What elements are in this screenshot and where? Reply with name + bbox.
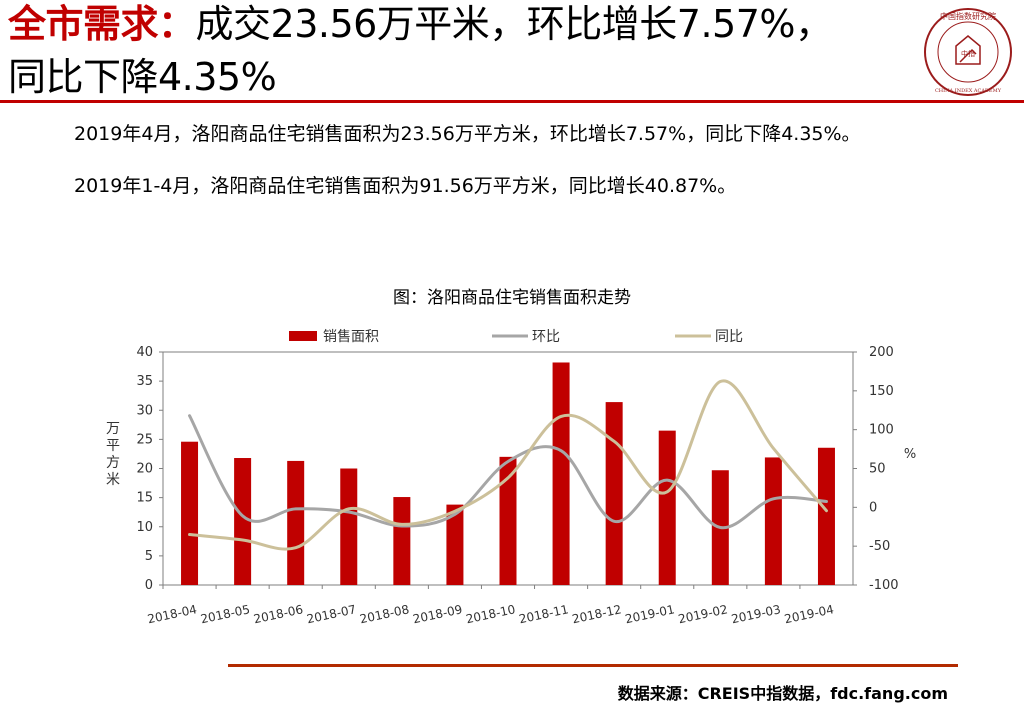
x-axis-tick-label: 2019-04 xyxy=(783,602,835,626)
x-axis-tick-label: 2018-04 xyxy=(146,602,198,626)
left-axis-tick-label: 30 xyxy=(136,403,153,418)
left-axis-tick-label: 20 xyxy=(136,462,153,477)
sales-area-bar xyxy=(817,447,835,585)
x-axis-tick-label: 2019-03 xyxy=(730,602,782,626)
title-divider xyxy=(0,100,1024,103)
sales-area-bar xyxy=(234,458,252,585)
page-title-line2: 同比下降4.35% xyxy=(8,55,277,99)
left-axis-tick-label: 5 xyxy=(145,549,153,564)
x-axis-tick-label: 2019-01 xyxy=(624,602,676,626)
left-axis-tick-label: 25 xyxy=(136,432,153,447)
sales-area-bar xyxy=(393,497,411,585)
x-axis-tick-label: 2018-06 xyxy=(252,602,304,626)
legend-label: 销售面积 xyxy=(323,329,379,345)
left-axis-label: 万 xyxy=(106,421,120,437)
x-axis-tick-label: 2019-02 xyxy=(677,602,729,626)
left-axis-tick-label: 35 xyxy=(136,374,153,389)
title-prefix: 全市需求： xyxy=(8,2,196,46)
left-axis-label: 平 xyxy=(106,438,120,454)
sales-area-bar xyxy=(764,457,782,585)
data-source: 数据来源：CREIS中指数据，fdc.fang.com xyxy=(617,684,948,703)
x-axis-tick-label: 2018-05 xyxy=(199,602,251,626)
sales-area-bar xyxy=(552,362,570,585)
page-title: 全市需求：成交23.56万平米，环比增长7.57%， xyxy=(8,2,833,46)
source-divider xyxy=(228,664,958,667)
sales-area-bar xyxy=(340,468,358,585)
legend-label: 同比 xyxy=(715,329,743,345)
x-axis-tick-label: 2018-07 xyxy=(305,602,357,626)
x-axis-tick-label: 2018-10 xyxy=(465,602,517,626)
summary-paragraph-1: 2019年4月，洛阳商品住宅销售面积为23.56万平方米，环比增长7.57%，同… xyxy=(74,123,861,145)
mom-change-line xyxy=(188,414,828,530)
sales-area-bar xyxy=(287,460,305,585)
right-axis-tick-label: 100 xyxy=(869,423,894,438)
sales-area-bar xyxy=(446,504,464,585)
x-axis-tick-label: 2018-09 xyxy=(412,602,464,626)
right-axis-label: % xyxy=(904,447,916,462)
logo-top-text: 中国指数研究院 xyxy=(940,11,996,21)
sales-area-bar xyxy=(499,456,517,585)
left-axis-label: 方 xyxy=(106,455,120,471)
right-axis-tick-label: 200 xyxy=(869,345,894,360)
sales-area-bar xyxy=(605,402,623,585)
left-axis-tick-label: 40 xyxy=(136,345,153,360)
left-axis-tick-label: 10 xyxy=(136,520,153,535)
china-index-academy-logo: 中指 中国指数研究院 CHINA INDEX ACADEMY xyxy=(924,8,1012,96)
right-axis-tick-label: 0 xyxy=(869,500,877,515)
x-axis-tick-label: 2018-11 xyxy=(518,602,570,626)
left-axis-label: 米 xyxy=(106,472,120,488)
legend-swatch-sales-area xyxy=(289,331,317,341)
logo-center-text: 中指 xyxy=(961,49,975,58)
right-axis-tick-label: -100 xyxy=(869,578,899,593)
yoy-change-line xyxy=(188,379,828,551)
title-main: 成交23.56万平米，环比增长7.57%， xyxy=(195,2,834,46)
x-axis-tick-label: 2018-08 xyxy=(359,602,411,626)
right-axis-tick-label: -50 xyxy=(869,539,890,554)
left-axis-tick-label: 0 xyxy=(145,578,153,593)
left-axis-tick-label: 15 xyxy=(136,491,153,506)
summary-paragraph-2: 2019年1-4月，洛阳商品住宅销售面积为91.56万平方米，同比增长40.87… xyxy=(74,175,737,197)
sales-area-bar xyxy=(181,441,199,585)
sales-area-bar xyxy=(658,430,676,585)
legend-label: 环比 xyxy=(532,329,560,345)
right-axis-tick-label: 150 xyxy=(869,384,894,399)
x-axis-tick-label: 2018-12 xyxy=(571,602,623,626)
logo-bottom-text: CHINA INDEX ACADEMY xyxy=(935,88,1002,94)
chart-title: 图：洛阳商品住宅销售面积走势 xyxy=(393,288,631,308)
right-axis-tick-label: 50 xyxy=(869,462,886,477)
